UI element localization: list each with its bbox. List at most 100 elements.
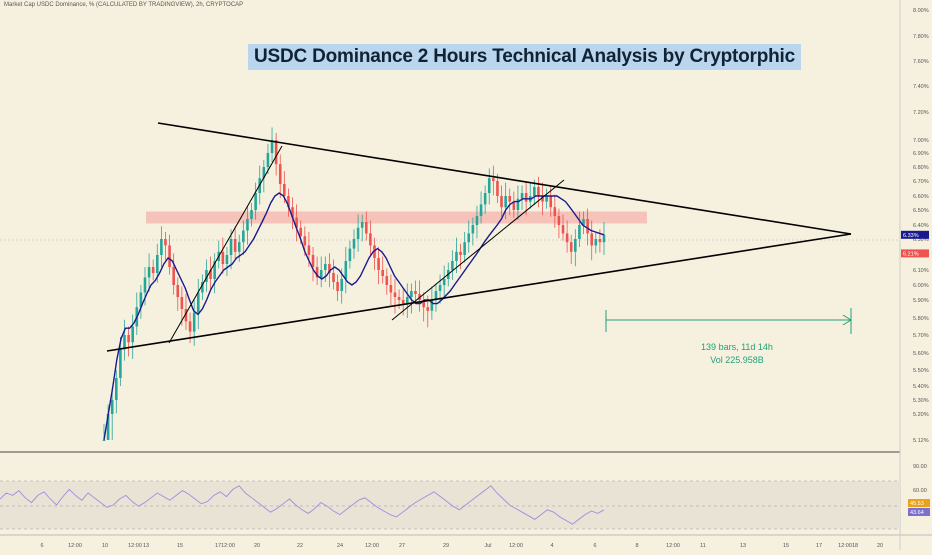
time-tick-label: 12:00 (221, 543, 235, 549)
time-tick-label: 8 (635, 543, 638, 549)
candle-body (455, 251, 458, 261)
candle-body (209, 270, 212, 279)
price-tick-label: 6.90% (913, 151, 929, 157)
candle-body (574, 239, 577, 252)
candle-body (389, 285, 393, 293)
candle-body (520, 193, 524, 199)
candle-body (160, 239, 163, 255)
rsi-tick-label: 90.00 (913, 464, 927, 470)
price-tick-label: 6.50% (913, 208, 929, 214)
time-tick-label: 20 (877, 543, 883, 549)
candle-body (414, 291, 417, 294)
time-axis[interactable]: 6 12:00 10 12:00 13 15 17 12:00 20 22 24 12:00 27 29 J… (40, 543, 883, 549)
candle-body (369, 233, 372, 246)
price-tick-label: 5.12% (913, 438, 929, 444)
price-tick-label: 6.30% (913, 237, 929, 243)
measure-tool[interactable] (605, 308, 852, 334)
candle-body (512, 201, 516, 210)
candle-body (438, 285, 442, 291)
triangle-upper-trendline (157, 122, 852, 235)
candle-body (352, 239, 356, 249)
time-tick-label: 10 (102, 543, 108, 549)
candle-body (319, 270, 323, 278)
candle-body (385, 276, 389, 285)
time-tick-label: 13 (740, 543, 746, 549)
price-tick-label: 5.40% (913, 384, 929, 390)
ma-line (103, 192, 605, 441)
candle-body (266, 153, 270, 167)
candle-body (364, 222, 368, 234)
price-tick-label: 6.70% (913, 179, 929, 185)
price-tick-label: 5.50% (913, 368, 929, 374)
candle-body (213, 261, 216, 279)
candle-body (508, 196, 512, 202)
time-tick-label: 12:00 (838, 543, 852, 549)
price-marker-label: 6.33% (903, 233, 919, 239)
price-tick-label: 7.20% (913, 110, 929, 116)
candle-body (393, 292, 397, 297)
candle-body (106, 414, 110, 440)
candle-body (582, 219, 585, 225)
time-tick-label: 27 (399, 543, 405, 549)
candle-body (565, 233, 569, 243)
candle-body (500, 196, 503, 208)
candle-body (168, 245, 171, 267)
candle-body (602, 234, 606, 243)
candle-body (598, 239, 602, 243)
candle-body (557, 216, 561, 225)
candle-body (569, 242, 573, 252)
price-marker-label: 6.21% (903, 251, 919, 257)
price-tick-label: 5.60% (913, 351, 929, 357)
candle-body (196, 292, 200, 313)
candle-body (233, 239, 237, 252)
candle-body (549, 196, 553, 208)
time-tick-label: 17 (215, 543, 221, 549)
candle-body (356, 227, 360, 239)
time-tick-label: 13 (143, 543, 149, 549)
candle-body (119, 349, 122, 378)
rsi-marker-label: 45.53 (910, 501, 924, 507)
resistance-zone (146, 211, 647, 224)
price-tick-label: 7.80% (913, 34, 929, 40)
price-tick-label: 6.00% (913, 283, 929, 289)
time-tick-label: 6 (40, 543, 43, 549)
time-tick-label: 12:00 (68, 543, 82, 549)
trendline-drawings[interactable] (106, 122, 852, 352)
price-tick-label: 5.70% (913, 333, 929, 339)
moving-average (103, 192, 605, 441)
candle-body (451, 261, 454, 270)
time-tick-label: 24 (337, 543, 343, 549)
candle-body (307, 245, 311, 255)
time-tick-label: 29 (443, 543, 449, 549)
candle-body (242, 230, 245, 243)
candle-body (127, 335, 130, 343)
candle-body (516, 198, 520, 210)
candle-body (155, 255, 159, 273)
chart-title: USDC Dominance 2 Hours Technical Analysi… (248, 44, 801, 70)
candle-body (143, 277, 147, 293)
price-axis[interactable]: 8.00% 7.80% 7.60% 7.40% 7.20% 7.00% 6.90% 6.80%… (901, 8, 930, 516)
candle-body (590, 233, 594, 246)
candle-body (246, 219, 249, 231)
time-tick-label: 22 (297, 543, 303, 549)
candle-body (176, 285, 180, 297)
candle-body (311, 255, 315, 267)
candle-body (381, 270, 384, 276)
candle-body (401, 300, 405, 304)
time-tick-label: 18 (852, 543, 858, 549)
price-tick-label: 7.60% (913, 59, 929, 65)
time-tick-label: 12:00 (128, 543, 142, 549)
candle-body (336, 282, 339, 291)
rsi-band (0, 481, 900, 529)
price-tick-label: 6.10% (913, 268, 929, 274)
candle-body (114, 378, 118, 400)
symbol-header: Market Cap USDC Dominance, % (CALCULATED… (4, 2, 244, 8)
candle-body (139, 292, 143, 308)
candle-body (410, 291, 413, 297)
candle-body (553, 207, 557, 216)
candle-body (426, 307, 430, 311)
candle-body (594, 239, 598, 246)
